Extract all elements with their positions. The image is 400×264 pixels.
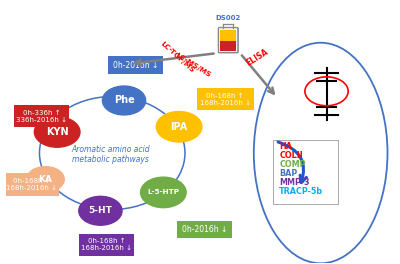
Circle shape (79, 196, 122, 225)
FancyBboxPatch shape (108, 56, 163, 74)
Text: 5-HT: 5-HT (88, 206, 112, 215)
Text: KA: KA (38, 175, 52, 184)
Text: Phe: Phe (114, 96, 134, 106)
FancyBboxPatch shape (220, 41, 236, 51)
Text: 0h-168h ↑
168h-2016h ↓: 0h-168h ↑ 168h-2016h ↓ (6, 178, 57, 191)
Text: Aromatic amino acid
metabolic pathways: Aromatic amino acid metabolic pathways (71, 145, 150, 164)
FancyBboxPatch shape (14, 105, 69, 128)
Text: COLII: COLII (279, 151, 303, 161)
Circle shape (26, 167, 64, 192)
Text: HA: HA (279, 143, 292, 152)
Text: IPA: IPA (170, 122, 188, 132)
Text: LC-MS/MS: LC-MS/MS (174, 52, 212, 78)
FancyBboxPatch shape (197, 88, 254, 110)
Text: TRACP-5b: TRACP-5b (279, 187, 324, 196)
Text: BAP: BAP (279, 169, 298, 178)
FancyBboxPatch shape (220, 30, 236, 41)
FancyBboxPatch shape (177, 221, 232, 238)
Text: 0h-168h ↑
168h-2016h ↓: 0h-168h ↑ 168h-2016h ↓ (81, 238, 132, 251)
Text: ELISA: ELISA (244, 47, 270, 67)
FancyBboxPatch shape (4, 173, 59, 196)
Text: 0h-2016h ↓: 0h-2016h ↓ (182, 225, 227, 234)
Circle shape (156, 111, 202, 142)
Circle shape (34, 117, 80, 147)
Circle shape (102, 86, 146, 115)
Text: MMP-3: MMP-3 (279, 178, 310, 187)
Text: L-5-HTP: L-5-HTP (147, 189, 179, 195)
Text: KYN: KYN (46, 127, 68, 137)
Text: DS002: DS002 (216, 15, 241, 21)
FancyBboxPatch shape (218, 27, 238, 53)
Text: COMP: COMP (279, 160, 306, 169)
FancyBboxPatch shape (79, 234, 134, 256)
Text: 0h-168h ↑
168h-2016h ↓: 0h-168h ↑ 168h-2016h ↓ (200, 93, 251, 106)
Text: LC-TOF/MS: LC-TOF/MS (159, 41, 195, 74)
FancyBboxPatch shape (274, 140, 338, 204)
Text: 0h-2016h ↓: 0h-2016h ↓ (113, 60, 158, 69)
Circle shape (140, 177, 186, 208)
Text: 0h-336h ↑
336h-2016h ↓: 0h-336h ↑ 336h-2016h ↓ (16, 110, 67, 123)
